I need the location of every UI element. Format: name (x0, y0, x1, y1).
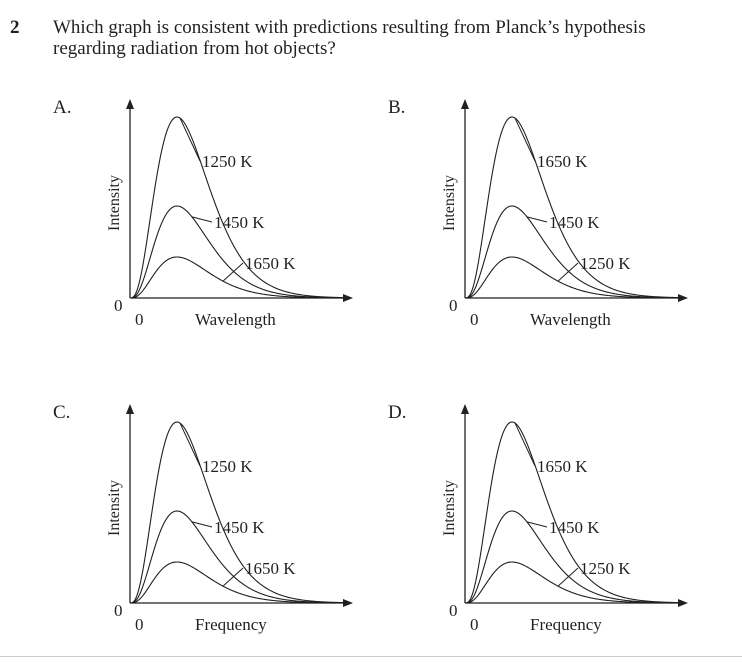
option-a-panel[interactable]: A. 1250 K 1450 K 1650 K Wavelength Intensity… (53, 97, 373, 357)
origin-x-label: 0 (470, 310, 479, 329)
curve-label-leader (222, 567, 244, 587)
option-b-letter: B. (388, 97, 406, 118)
option-d-panel[interactable]: D. 1650 K 1450 K 1250 K Frequency Intensity 0… (388, 402, 708, 662)
question-number: 2 (10, 17, 20, 38)
origin-x-label: 0 (135, 310, 144, 329)
x-axis-label: Frequency (195, 615, 267, 634)
x-axis-arrow-icon (343, 599, 353, 607)
curve-label-1: 1650 K (537, 152, 588, 171)
curve-2 (464, 205, 679, 299)
curve-label-2: 1450 K (549, 518, 600, 537)
curve-label-leader (514, 117, 536, 162)
page-bottom-rule (0, 656, 742, 657)
curve-3 (129, 561, 343, 604)
option-c-letter: C. (53, 402, 71, 423)
curve-label-3: 1250 K (580, 559, 631, 578)
y-axis-label: Intensity (106, 175, 123, 231)
y-axis-arrow-icon (461, 404, 469, 414)
origin-x-label: 0 (470, 615, 479, 634)
curve-2 (464, 510, 679, 604)
curve-label-1: 1650 K (537, 457, 588, 476)
curve-label-leader (557, 567, 579, 587)
curve-label-2: 1450 K (214, 213, 265, 232)
curve-label-leader (526, 216, 548, 223)
curve-label-leader (191, 216, 213, 223)
y-axis-label: Intensity (441, 175, 458, 231)
origin-x-label: 0 (135, 615, 144, 634)
curve-label-2: 1450 K (549, 213, 600, 232)
curve-label-3: 1250 K (580, 254, 631, 273)
option-a-letter: A. (53, 97, 72, 118)
curve-label-3: 1650 K (245, 559, 296, 578)
question-text: Which graph is consistent with predictio… (53, 17, 646, 59)
curve-label-leader (179, 117, 201, 162)
curve-3 (464, 561, 678, 604)
x-axis-arrow-icon (678, 294, 688, 302)
option-a-graph: 1250 K 1450 K 1650 K Wavelength Intensity 00 (106, 99, 353, 329)
y-axis-arrow-icon (126, 404, 134, 414)
curve-label-leader (526, 521, 548, 528)
origin-y-label: 0 (449, 601, 458, 620)
y-axis-label: Intensity (106, 480, 123, 536)
y-axis-arrow-icon (461, 99, 469, 109)
curve-label-leader (191, 521, 213, 528)
x-axis-label: Frequency (530, 615, 602, 634)
option-c-panel[interactable]: C. 1250 K 1450 K 1650 K Frequency Intensity 0… (53, 402, 373, 662)
curve-label-1: 1250 K (202, 152, 253, 171)
option-b-graph: 1650 K 1450 K 1250 K Wavelength Intensity 00 (441, 99, 688, 329)
option-c-graph: 1250 K 1450 K 1650 K Frequency Intensity 00 (106, 404, 353, 634)
origin-y-label: 0 (114, 296, 123, 315)
curve-1 (129, 421, 344, 604)
curve-1 (464, 116, 679, 299)
curve-label-leader (179, 422, 201, 467)
y-axis-label: Intensity (441, 480, 458, 536)
option-d-letter: D. (388, 402, 407, 423)
curve-label-leader (557, 262, 579, 282)
curve-1 (464, 421, 679, 604)
curve-3 (464, 256, 678, 299)
x-axis-arrow-icon (343, 294, 353, 302)
y-axis-arrow-icon (126, 99, 134, 109)
curve-label-2: 1450 K (214, 518, 265, 537)
curve-label-1: 1250 K (202, 457, 253, 476)
x-axis-label: Wavelength (530, 310, 611, 329)
curve-2 (129, 510, 344, 604)
x-axis-label: Wavelength (195, 310, 276, 329)
origin-y-label: 0 (449, 296, 458, 315)
x-axis-arrow-icon (678, 599, 688, 607)
curve-1 (129, 116, 344, 299)
curve-label-leader (514, 422, 536, 467)
option-b-panel[interactable]: B. 1650 K 1450 K 1250 K Wavelength Intensity… (388, 97, 708, 357)
option-d-graph: 1650 K 1450 K 1250 K Frequency Intensity 00 (441, 404, 688, 634)
curve-label-leader (222, 262, 244, 282)
origin-y-label: 0 (114, 601, 123, 620)
curve-2 (129, 205, 344, 299)
curve-3 (129, 256, 343, 299)
curve-label-3: 1650 K (245, 254, 296, 273)
